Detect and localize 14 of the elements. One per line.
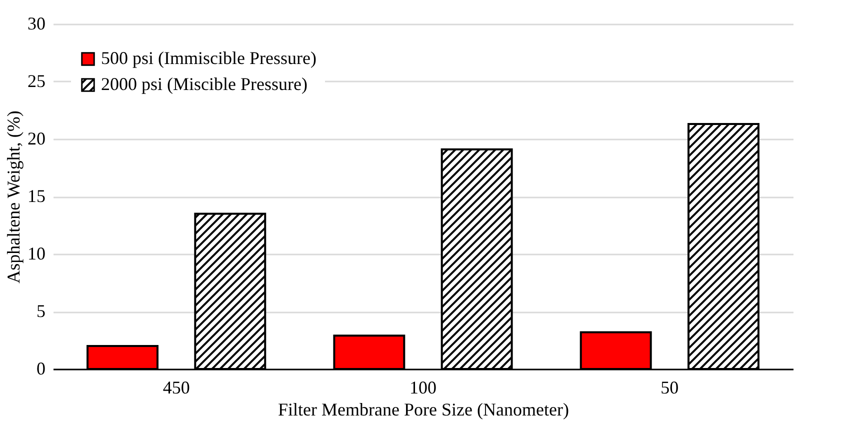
y-tick-label: 25 <box>28 71 46 91</box>
y-axis-title: Asphaltene Weight, (%) <box>4 110 24 284</box>
y-tick-label: 10 <box>28 244 46 264</box>
y-tick-label: 30 <box>28 14 46 34</box>
x-axis-title: Filter Membrane Pore Size (Nanometer) <box>278 400 569 420</box>
x-tick-label: 450 <box>162 378 190 398</box>
y-tick-label: 15 <box>28 186 46 206</box>
x-tick-label: 100 <box>410 378 436 398</box>
legend-label: 500 psi (Immiscible Pressure) <box>101 48 316 68</box>
legend-label: 2000 psi (Miscible Pressure) <box>101 74 308 94</box>
y-tick-label: 0 <box>36 358 46 378</box>
x-tick-label: 50 <box>660 378 679 398</box>
y-tick-label: 20 <box>28 128 46 148</box>
y-tick-label: 5 <box>36 301 46 321</box>
